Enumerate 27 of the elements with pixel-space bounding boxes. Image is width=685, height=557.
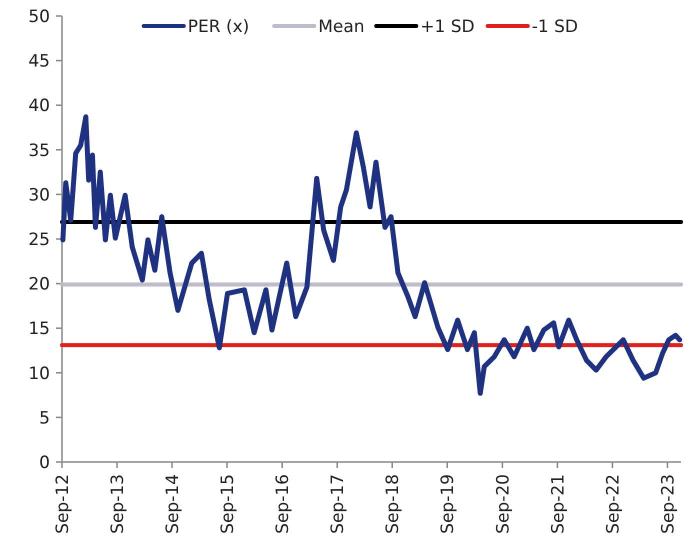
y-tick-label: 15 (28, 319, 50, 340)
x-tick-label: Sep-19 (438, 474, 458, 534)
x-tick-label: Sep-16 (273, 474, 294, 534)
y-tick-label: 20 (28, 274, 50, 295)
y-tick-label: 30 (28, 185, 50, 206)
x-tick-label: Sep-12 (52, 474, 73, 534)
x-tick-label: Sep-15 (218, 474, 238, 534)
x-tick-label: Sep-20 (493, 474, 514, 534)
x-tick-label: Sep-18 (383, 474, 404, 534)
x-tick-label: Sep-23 (658, 474, 678, 534)
x-tick-label: Sep-17 (328, 474, 348, 534)
x-tick-label: Sep-21 (548, 474, 568, 534)
legend-label: +1 SD (420, 17, 475, 37)
y-tick-label: 35 (28, 140, 50, 161)
y-tick-label: 45 (28, 52, 50, 72)
legend-label: Mean (318, 17, 365, 37)
x-tick-label: Sep-22 (603, 474, 624, 534)
y-tick-label: 50 (28, 6, 50, 27)
x-tick-label: Sep-13 (108, 474, 128, 534)
y-tick-label: 10 (28, 364, 50, 384)
legend-label: PER (x) (188, 17, 250, 37)
y-tick-label: 0 (39, 452, 50, 473)
y-tick-label: 25 (28, 230, 50, 250)
legend-label: -1 SD (532, 17, 578, 37)
y-tick-label: 40 (28, 96, 50, 116)
y-tick-label: 5 (39, 408, 50, 428)
x-tick-label: Sep-14 (162, 474, 183, 534)
